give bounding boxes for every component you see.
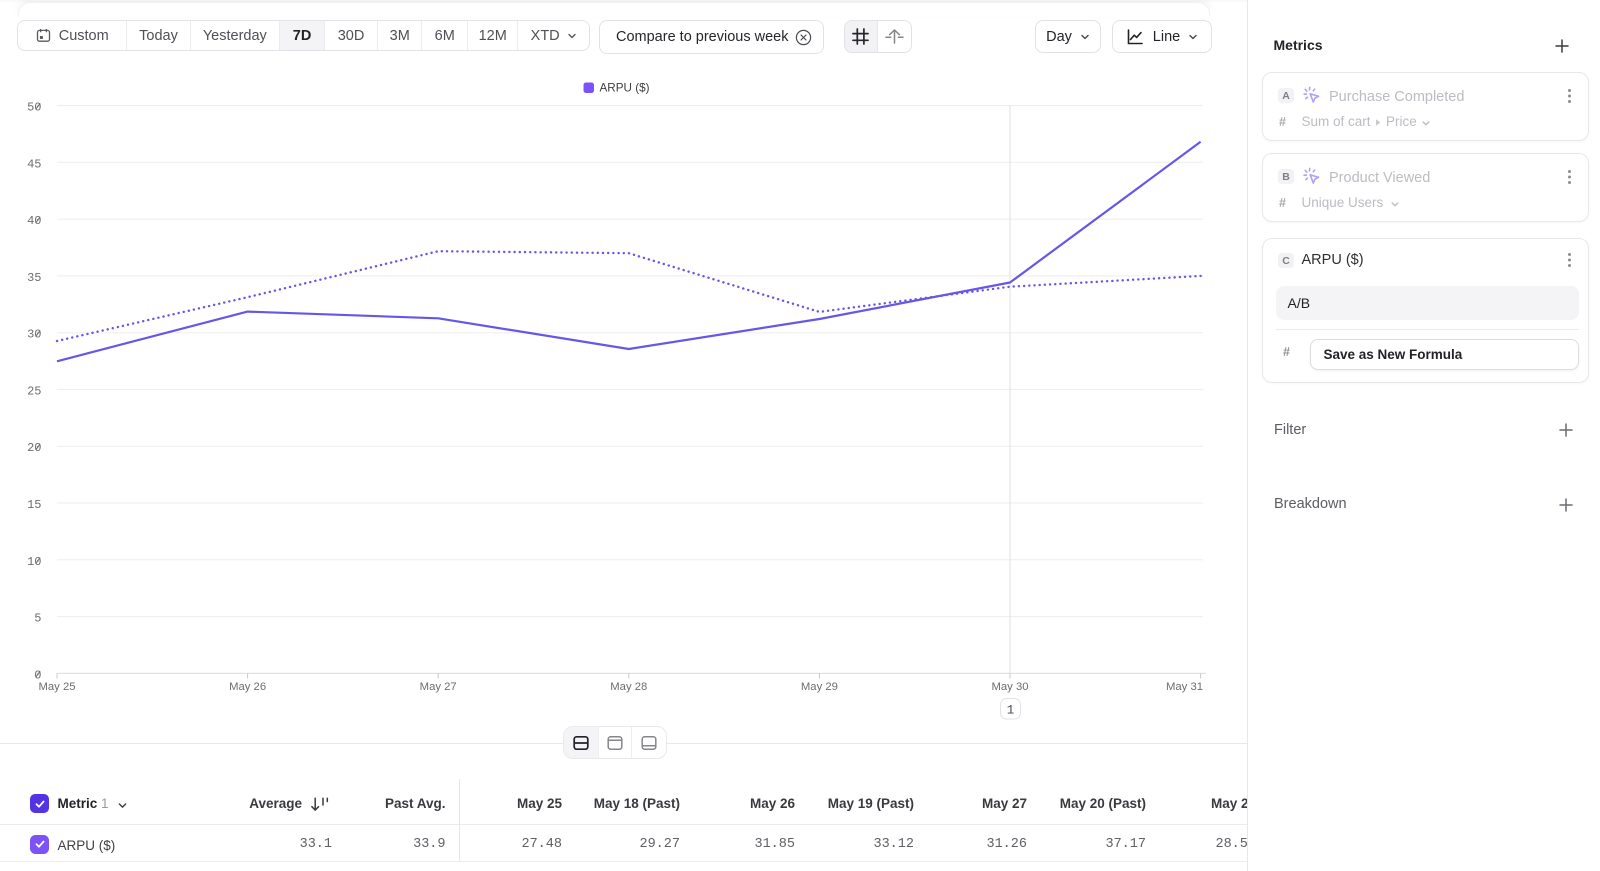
svg-text:15: 15 (27, 498, 41, 512)
svg-text:35: 35 (27, 271, 41, 285)
svg-text:50: 50 (27, 101, 41, 115)
svg-text:45: 45 (27, 157, 41, 171)
svg-text:May 31: May 31 (1166, 681, 1203, 693)
svg-text:0: 0 (34, 668, 41, 682)
svg-text:May 30: May 30 (991, 681, 1028, 693)
svg-text:May 29: May 29 (801, 681, 838, 693)
svg-text:May 27: May 27 (420, 681, 457, 693)
svg-text:30: 30 (27, 328, 41, 342)
svg-text:May 25: May 25 (38, 681, 75, 693)
svg-text:25: 25 (27, 384, 41, 398)
svg-text:1: 1 (1007, 704, 1015, 718)
svg-text:ARPU ($): ARPU ($) (600, 82, 650, 95)
svg-text:May 26: May 26 (229, 681, 266, 693)
svg-text:40: 40 (27, 214, 41, 228)
svg-text:10: 10 (27, 555, 41, 569)
svg-text:20: 20 (27, 441, 41, 455)
svg-text:May 28: May 28 (610, 681, 647, 693)
svg-text:5: 5 (34, 612, 41, 626)
